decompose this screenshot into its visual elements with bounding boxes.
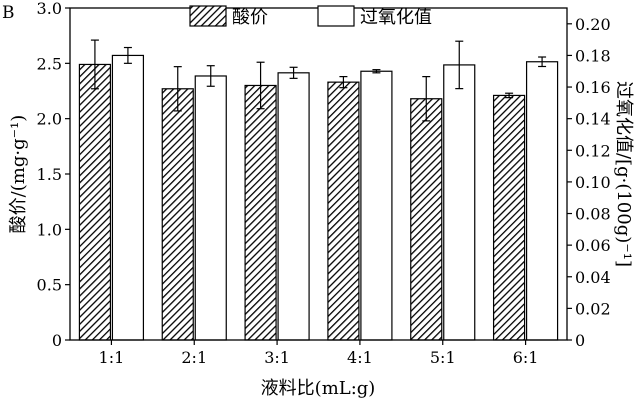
y-tick-label-right: 0.06 — [575, 236, 611, 255]
error-bar-peroxide-value-6 — [538, 56, 547, 68]
error-bar-peroxide-value-5 — [455, 40, 464, 90]
legend: 酸价 过氧化值 — [189, 5, 432, 28]
x-tick-label: 5:1 — [430, 348, 456, 367]
axes: 1:1 2:1 3:1 4:1 5:1 6:1 0 0.5 1.0 1.5 2.0 2.5 3.0 0 0.… — [37, 0, 611, 367]
error-bar-acid-value-6 — [505, 92, 514, 99]
y-tick-label-right: 0.16 — [575, 78, 611, 97]
x-tick-label: 6:1 — [513, 348, 539, 367]
x-axis-label: 液料比(mL:g) — [261, 378, 376, 399]
bar-peroxide-value-4 — [360, 70, 393, 341]
x-tick-label: 4:1 — [347, 348, 373, 367]
error-bar-acid-value-1 — [90, 39, 99, 90]
panel-label: B — [2, 3, 15, 23]
y-tick-label-right: 0.14 — [575, 110, 611, 129]
plot-frame — [69, 7, 568, 341]
y-tick-label-left: 1.5 — [37, 165, 62, 184]
y-axis-label-right: 过氧化值/[g·(100g)⁻¹] — [613, 81, 634, 267]
y-tick-label-right: 0.18 — [575, 46, 611, 65]
y-tick-label-left: 0 — [52, 331, 62, 350]
y-tick-label-right: 0.02 — [575, 299, 611, 318]
bar-peroxide-value-6 — [525, 61, 559, 341]
error-bar-peroxide-value-3 — [289, 66, 298, 79]
error-bar-acid-value-4 — [339, 76, 348, 89]
x-tick-label: 1:1 — [99, 348, 125, 367]
y-tick-label-left: 0.5 — [37, 276, 62, 295]
error-bar-acid-value-5 — [422, 76, 431, 122]
error-bar-acid-value-2 — [173, 66, 182, 112]
x-tick-label: 3:1 — [264, 348, 290, 367]
error-bar-peroxide-value-2 — [206, 65, 215, 87]
legend-label-acid-value: 酸价 — [232, 7, 268, 28]
bar-acid-value-5 — [410, 98, 443, 341]
bar-acid-value-2 — [161, 88, 194, 341]
y-axis-label-left: 酸价/(mg·g⁻¹) — [8, 115, 29, 234]
error-bar-peroxide-value-1 — [123, 46, 132, 64]
bar-acid-value-1 — [78, 63, 112, 341]
legend-label-peroxide-value: 过氧化值 — [360, 7, 432, 28]
y-tick-label-left: 3.0 — [37, 0, 62, 18]
bar-acid-value-6 — [492, 94, 526, 341]
bar-acid-value-4 — [327, 81, 360, 341]
legend-swatch-acid-value — [189, 5, 227, 27]
error-bar-acid-value-3 — [256, 61, 265, 110]
y-tick-label-left: 1.0 — [37, 220, 62, 239]
y-tick-label-right: 0.04 — [575, 268, 611, 287]
bar-peroxide-value-5 — [443, 64, 476, 341]
y-tick-label-right: 0 — [575, 331, 585, 350]
y-tick-label-left: 2.5 — [37, 54, 62, 73]
bar-peroxide-value-1 — [111, 54, 145, 341]
bar-peroxide-value-3 — [277, 72, 310, 341]
y-tick-label-left: 2.0 — [37, 110, 62, 129]
bar-acid-value-3 — [244, 84, 277, 341]
legend-swatch-peroxide-value — [317, 5, 355, 27]
bars — [78, 39, 559, 341]
error-bar-peroxide-value-4 — [372, 69, 381, 74]
x-tick-label: 2:1 — [181, 348, 207, 367]
y-tick-label-right: 0.10 — [575, 173, 611, 192]
y-tick-label-right: 0.08 — [575, 205, 611, 224]
y-tick-label-right: 0.20 — [575, 15, 611, 34]
bar-peroxide-value-2 — [194, 75, 227, 341]
y-tick-label-right: 0.12 — [575, 141, 611, 160]
